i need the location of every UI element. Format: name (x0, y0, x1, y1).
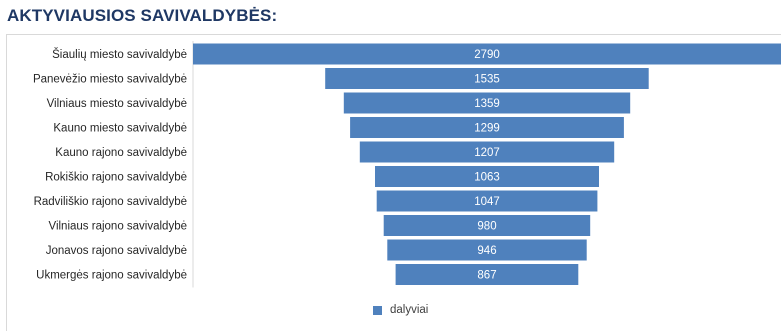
bar-value-label: 1359 (474, 98, 500, 110)
bar-value-label: 1299 (474, 123, 500, 135)
category-label: Kauno rajono savivaldybė (55, 147, 187, 159)
funnel-bar (383, 215, 591, 236)
category-label: Radviliškio rajono savivaldybė (34, 196, 187, 208)
funnel-bar (395, 264, 579, 285)
funnel-chart: 2790 Šiaulių miesto savivaldybė 1535 Panevė… (33, 41, 781, 288)
category-label: Kauno miesto savivaldybė (53, 123, 187, 135)
category-label: Rokiškio rajono savivaldybė (45, 172, 187, 184)
chart-area (6, 34, 781, 331)
bar-value-label: 1207 (474, 147, 500, 159)
funnel-bar (387, 239, 587, 261)
category-label: Jonavos rajono savivaldybė (46, 245, 187, 257)
funnel-bar (343, 92, 631, 114)
category-label: Vilniaus rajono savivaldybė (48, 221, 187, 233)
category-label: Ukmergės rajono savivaldybė (36, 270, 187, 282)
bar-value-label: 946 (477, 245, 496, 257)
funnel-bar (376, 190, 598, 212)
bar-value-label: 1535 (474, 74, 500, 86)
legend-label: dalyviai (390, 304, 429, 316)
funnel-bar (359, 141, 615, 163)
bar-value-label: 1047 (474, 196, 500, 208)
chart-legend: dalyviai (373, 304, 428, 316)
funnel-bar (375, 166, 599, 187)
funnel-bar (325, 68, 649, 89)
category-label: Panevėžio miesto savivaldybė (33, 74, 187, 86)
chart-title: AKTYVIAUSIOS SAVIVALDYBĖS: (7, 6, 278, 25)
funnel-bar (350, 117, 624, 138)
funnel-bar (193, 43, 781, 65)
bar-value-label: 1063 (474, 172, 500, 184)
category-label: Šiaulių miesto savivaldybė (52, 48, 187, 61)
legend-swatch (373, 305, 382, 315)
bar-value-label: 2790 (474, 49, 500, 61)
category-label: Vilniaus miesto savivaldybė (47, 98, 187, 110)
bar-value-label: 980 (477, 221, 496, 233)
bar-value-label: 867 (477, 270, 496, 282)
